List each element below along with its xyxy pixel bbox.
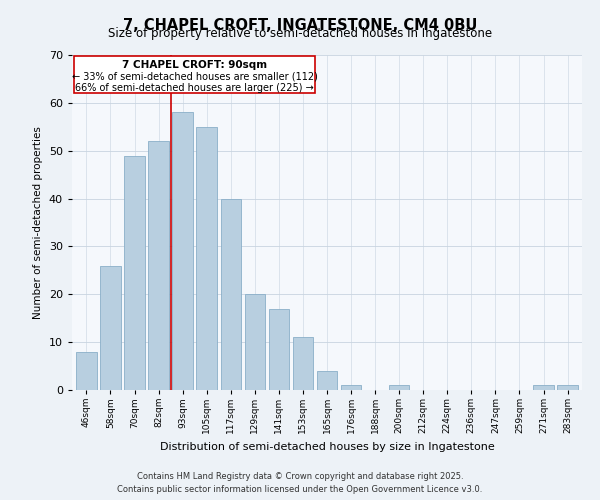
Text: 7 CHAPEL CROFT: 90sqm: 7 CHAPEL CROFT: 90sqm bbox=[122, 60, 267, 70]
X-axis label: Distribution of semi-detached houses by size in Ingatestone: Distribution of semi-detached houses by … bbox=[160, 442, 494, 452]
Bar bbox=[269, 308, 289, 390]
Text: Size of property relative to semi-detached houses in Ingatestone: Size of property relative to semi-detach… bbox=[108, 28, 492, 40]
Bar bbox=[172, 112, 193, 390]
Bar bbox=[221, 198, 241, 390]
Bar bbox=[557, 385, 578, 390]
Y-axis label: Number of semi-detached properties: Number of semi-detached properties bbox=[33, 126, 43, 319]
Bar bbox=[293, 338, 313, 390]
Bar bbox=[76, 352, 97, 390]
Text: ← 33% of semi-detached houses are smaller (112): ← 33% of semi-detached houses are smalle… bbox=[72, 72, 317, 82]
Text: 7, CHAPEL CROFT, INGATESTONE, CM4 0BU: 7, CHAPEL CROFT, INGATESTONE, CM4 0BU bbox=[123, 18, 477, 32]
Bar bbox=[317, 371, 337, 390]
FancyBboxPatch shape bbox=[74, 56, 315, 94]
Bar bbox=[389, 385, 409, 390]
Bar bbox=[196, 127, 217, 390]
Bar bbox=[148, 141, 169, 390]
Bar bbox=[245, 294, 265, 390]
Bar bbox=[533, 385, 554, 390]
Text: 66% of semi-detached houses are larger (225) →: 66% of semi-detached houses are larger (… bbox=[76, 82, 314, 92]
Text: Contains HM Land Registry data © Crown copyright and database right 2025.
Contai: Contains HM Land Registry data © Crown c… bbox=[118, 472, 482, 494]
Bar bbox=[341, 385, 361, 390]
Bar bbox=[124, 156, 145, 390]
Bar bbox=[100, 266, 121, 390]
